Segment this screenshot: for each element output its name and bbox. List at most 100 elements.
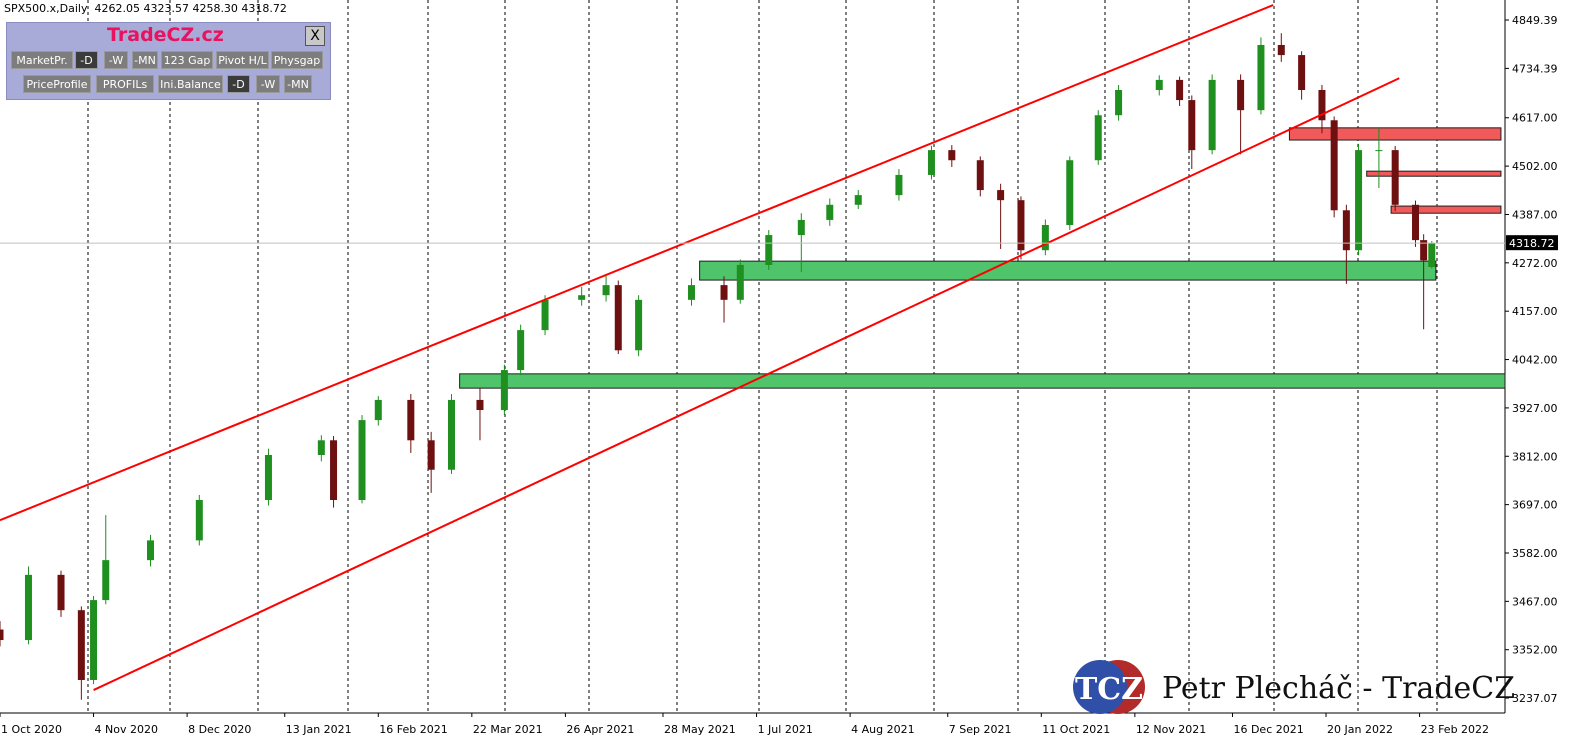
y-tick-label: 3927.00 <box>1512 402 1558 415</box>
candle-body <box>895 174 903 196</box>
candle-body <box>736 264 744 300</box>
x-tick-label: 4 Aug 2021 <box>851 723 914 736</box>
candle-body <box>1330 120 1338 211</box>
candle-body <box>1412 204 1420 241</box>
candle-body <box>1277 44 1285 56</box>
candle-body <box>1208 79 1216 151</box>
toolbar-button[interactable]: Physgap <box>271 51 323 69</box>
candle-body <box>1017 200 1025 251</box>
candle-body <box>500 370 508 411</box>
toolbar-button[interactable]: 123 Gap <box>161 51 213 69</box>
candle-body <box>1428 243 1436 268</box>
toolbar-button[interactable]: PROFILs <box>96 75 154 93</box>
candle-body <box>997 190 1005 201</box>
last-price-box <box>1506 235 1558 251</box>
candle-body <box>602 285 610 296</box>
y-tick-label: 4502.00 <box>1512 160 1558 173</box>
toolbar-button[interactable]: -W <box>104 51 128 69</box>
y-tick-label: 3812.00 <box>1512 450 1558 463</box>
x-tick-label: 20 Jan 2022 <box>1327 723 1393 736</box>
toolbar-button[interactable]: Pivot H/L <box>216 51 269 69</box>
candle-body <box>976 160 984 191</box>
price-zone <box>1288 127 1502 141</box>
y-tick-label: 3697.00 <box>1512 499 1558 512</box>
toolbar-button[interactable]: Ini.Balance <box>158 75 223 93</box>
candle-body <box>1391 150 1399 205</box>
candle-body <box>374 399 382 421</box>
toolbar-button[interactable]: -MN <box>284 75 312 93</box>
y-tick-label: 3582.00 <box>1512 547 1558 560</box>
candle-body <box>90 600 98 680</box>
candle-body <box>358 420 366 501</box>
y-tick-label: 3467.00 <box>1512 595 1558 608</box>
candle-body <box>1257 44 1265 111</box>
candle-body <box>1176 79 1184 101</box>
x-tick-label: 1 Jul 2021 <box>758 723 813 736</box>
candle-body <box>1155 79 1163 90</box>
x-tick-label: 7 Sep 2021 <box>949 723 1012 736</box>
x-tick-label: 1 Oct 2020 <box>1 723 62 736</box>
trendline <box>93 77 1400 691</box>
candle-body <box>1115 89 1123 116</box>
x-tick-label: 23 Feb 2022 <box>1421 723 1489 736</box>
candle-body <box>1188 100 1196 151</box>
logo-circle <box>1073 660 1127 714</box>
x-tick-label: 11 Oct 2021 <box>1042 723 1110 736</box>
candle-body <box>57 574 65 611</box>
candle-body <box>407 399 415 441</box>
candle-body <box>1355 150 1363 251</box>
candle-body <box>927 150 935 175</box>
price-zone <box>1390 205 1502 214</box>
candle-body <box>448 399 455 470</box>
candle-body <box>147 540 154 561</box>
candle-body <box>765 235 773 265</box>
candle-body <box>1342 210 1350 251</box>
x-tick-label: 22 Mar 2021 <box>473 723 543 736</box>
panel-close[interactable]: X <box>305 26 325 46</box>
x-tick-label: 12 Nov 2021 <box>1136 723 1206 736</box>
candle-body <box>1094 115 1102 161</box>
candle-body <box>1318 89 1326 121</box>
candle-body <box>317 440 325 456</box>
candle-body <box>1375 150 1383 152</box>
candle-body <box>1066 160 1074 225</box>
candle-body <box>264 455 272 501</box>
candle-body <box>102 560 110 601</box>
candle-body <box>1298 55 1306 90</box>
toolbar-button[interactable]: -MN <box>132 51 158 69</box>
toolbar-button[interactable]: PriceProfile <box>23 75 91 93</box>
toolbar-button[interactable]: -D <box>227 75 250 93</box>
candle-body <box>1420 240 1428 261</box>
candle-body <box>476 399 484 411</box>
x-tick-label: 13 Jan 2021 <box>286 723 352 736</box>
candle-body <box>720 285 728 300</box>
toolbar-button[interactable]: MarketPr. <box>11 51 73 69</box>
candle-body <box>1041 224 1049 251</box>
x-tick-label: 26 Apr 2021 <box>566 723 634 736</box>
panel-title: TradeCZ.cz <box>107 24 224 46</box>
y-tick-label: 4387.00 <box>1512 208 1558 221</box>
x-tick-label: 4 Nov 2020 <box>95 723 158 736</box>
toolbar-button[interactable]: -D <box>75 51 98 69</box>
x-tick-label: 8 Dec 2020 <box>188 723 251 736</box>
candle-body <box>614 285 622 351</box>
x-tick-label: 16 Feb 2021 <box>379 723 447 736</box>
last-price-label: 4318.72 <box>1509 237 1555 250</box>
x-tick-label: 16 Dec 2021 <box>1233 723 1303 736</box>
y-tick-label: 4042.00 <box>1512 354 1558 367</box>
candle-body <box>635 299 643 351</box>
candle-body <box>195 500 203 541</box>
symbol-header: SPX500.x,Daily 4262.05 4323.57 4258.30 4… <box>4 2 287 15</box>
candle-body <box>77 610 85 680</box>
candle-body <box>854 195 862 205</box>
candle-body <box>826 204 834 220</box>
price-zone <box>699 260 1437 281</box>
candle-body <box>427 440 435 470</box>
toolbar-button[interactable]: -W <box>256 75 280 93</box>
logo-text: TCZ <box>1075 672 1143 707</box>
y-tick-label: 4617.00 <box>1512 112 1558 125</box>
x-tick-label: 28 May 2021 <box>664 723 736 736</box>
y-tick-label: 4734.39 <box>1512 62 1558 75</box>
